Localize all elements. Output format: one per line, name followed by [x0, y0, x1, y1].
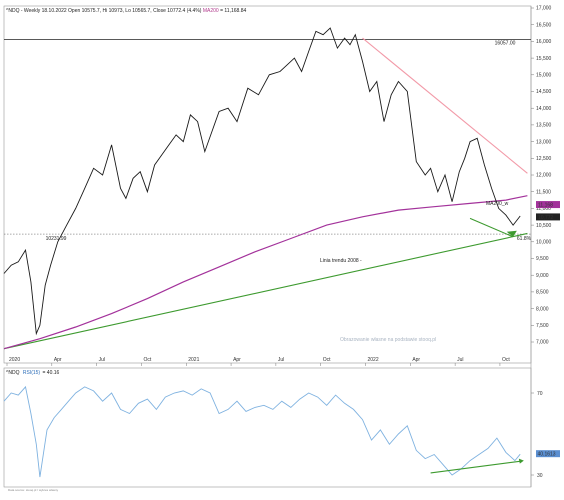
rsi-header-label: RSI(15): [23, 370, 41, 376]
rsi-footer: Data source: stooq.pl / wykres własny: [8, 488, 59, 492]
y-tick-label: 13,500: [536, 123, 552, 129]
rsi-header: ^NDQ RSI(15) = 40.16: [6, 370, 60, 376]
x-tick-label: Apr: [233, 357, 241, 363]
x-tick-label: Jul: [278, 357, 284, 363]
price-header: ^NDQ - Weekly 18.10.2022 Open 10575.7, H…: [6, 8, 246, 14]
rsi-line: [3, 385, 521, 478]
y-tick-label: 7,000: [536, 340, 549, 346]
x-tick-label: 2020: [9, 357, 20, 363]
rsi-support-arrow-line: [430, 460, 521, 474]
rsi-panel-frame: [3, 367, 532, 488]
y-tick-label: 11,500: [536, 189, 551, 195]
resistance-line: [362, 37, 528, 174]
header-ma-value: = 11,168.84: [220, 8, 246, 14]
watermark: Obrazowanie własne na podstawie stooq.pl: [340, 337, 436, 343]
level-label-fib: 10231.99: [46, 236, 67, 242]
header-ma-label: MA200: [203, 8, 219, 14]
trend-label: Linia trendu 2008 -: [320, 258, 362, 264]
x-tick-label: Apr: [54, 357, 62, 363]
horizontal-levels: 16057.00 10231.99 61.8%: [4, 39, 532, 242]
y-tick-label: 9,000: [536, 273, 549, 279]
y-tick-label: 14,500: [536, 89, 552, 95]
x-tick-label: Oct: [323, 357, 331, 363]
y-tick-label: 10,500: [536, 223, 552, 229]
ma200-value-tag: [536, 201, 560, 209]
support-arrow-head: [506, 230, 517, 237]
level-label-pct: 61.8%: [517, 236, 532, 242]
price-y-ticks: 17,000 16,500 16,000 15,500 15,000 14,500 14,0…: [531, 6, 552, 346]
level-label-high: 16057.00: [495, 40, 516, 46]
header-symbol: ^NDQ: [6, 8, 20, 14]
trend-line-2008: [3, 232, 528, 350]
y-tick-label: 12,500: [536, 156, 552, 162]
price-tags: MA200_w 11,168 10,772: [486, 201, 560, 221]
close-value-text: 10,772: [538, 215, 554, 221]
ma200-tag-label: MA200_w: [486, 201, 509, 207]
x-tick-label: 2022: [368, 357, 379, 363]
x-tick-label: Apr: [412, 357, 420, 363]
price-line: [3, 27, 521, 336]
price-x-ticks: 2020 Apr Jul Oct 2021 Apr Jul Oct 2022 Apr Jul Oct: [6, 357, 510, 366]
rsi-header-symbol: ^NDQ: [6, 370, 20, 376]
header-ohlc: - Weekly 18.10.2022 Open 10575.7, Hi 109…: [21, 8, 202, 14]
y-tick-label: 10,000: [536, 240, 552, 246]
y-tick-label: 15,000: [536, 73, 552, 79]
x-tick-label: Jul: [457, 357, 463, 363]
x-tick-label: Oct: [502, 357, 510, 363]
rsi-series: 70 30 40.1613: [3, 385, 560, 479]
rsi-header-value: = 40.16: [42, 370, 59, 376]
y-tick-label: 8,000: [536, 306, 549, 312]
x-tick-label: Jul: [99, 357, 105, 363]
y-tick-label: 7,500: [536, 323, 549, 329]
rsi-tick-label: 30: [537, 473, 543, 479]
support-arrow-line: [469, 217, 514, 238]
y-tick-label: 14,000: [536, 106, 552, 112]
rsi-tick-label: 70: [537, 391, 543, 397]
trend-overlays: Linia trendu 2008 -: [3, 37, 528, 350]
ma200-line: [3, 195, 528, 350]
y-tick-label: 16,500: [536, 22, 552, 28]
rsi-value-text: 40.1613: [538, 452, 556, 458]
y-tick-label: 13,000: [536, 139, 552, 145]
x-tick-label: Oct: [143, 357, 151, 363]
rsi-support-arrow-head: [518, 458, 524, 464]
y-tick-label: 12,000: [536, 173, 552, 179]
y-tick-label: 17,000: [536, 6, 552, 12]
rsi-value-tag: [536, 450, 560, 458]
price-series: [3, 27, 528, 350]
x-tick-label: 2021: [188, 357, 199, 363]
price-panel-frame: [3, 5, 532, 364]
ma200-value-text: 11,168: [538, 203, 553, 209]
close-value-tag: [536, 213, 560, 221]
y-tick-label: 11,000: [536, 206, 551, 212]
y-tick-label: 8,500: [536, 290, 549, 296]
y-tick-label: 9,500: [536, 256, 549, 262]
y-tick-label: 15,500: [536, 56, 552, 62]
y-tick-label: 16,000: [536, 39, 552, 45]
